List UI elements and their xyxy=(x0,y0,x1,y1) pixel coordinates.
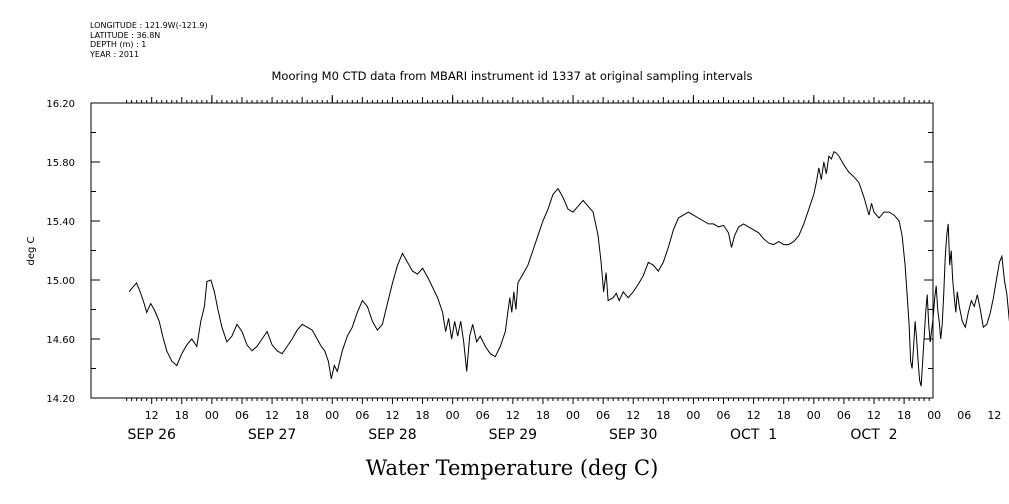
x-hour-label: 00 xyxy=(566,409,580,422)
x-hour-label: 06 xyxy=(717,409,731,422)
x-day-label: SEP 26 xyxy=(127,427,176,443)
x-hour-label: 00 xyxy=(807,409,821,422)
year-text: YEAR : 2011 xyxy=(90,49,140,59)
x-day-label: SEP 29 xyxy=(489,427,537,443)
x-hour-label: 00 xyxy=(325,409,339,422)
plot-frame xyxy=(90,102,934,399)
x-hour-label: 06 xyxy=(235,409,249,422)
x-hour-label: 12 xyxy=(747,409,761,422)
x-hour-label: 06 xyxy=(355,409,369,422)
x-day-label: SEP 27 xyxy=(248,427,296,443)
y-tick-label: 14.60 xyxy=(46,335,75,346)
x-day-label: OCT 1 xyxy=(730,427,777,443)
x-hour-label: 12 xyxy=(987,409,1001,422)
x-hour-label: 00 xyxy=(686,409,700,422)
water-temperature-line xyxy=(128,150,1009,387)
x-hour-label: 12 xyxy=(385,409,399,422)
depth-text: DEPTH (m) : 1 xyxy=(90,40,147,49)
x-day-label: SEP 30 xyxy=(609,427,657,443)
chart-title: Mooring M0 CTD data from MBARI instrumen… xyxy=(272,69,753,83)
latitude-text: LATITUDE : 36.8N xyxy=(90,30,161,40)
x-hour-label: 18 xyxy=(777,409,791,422)
x-hour-label: 06 xyxy=(596,409,610,422)
x-hour-label: 18 xyxy=(175,409,189,422)
x-day-label: OCT 2 xyxy=(850,427,897,443)
y-tick-label: 16.20 xyxy=(46,99,75,110)
x-hour-label: 18 xyxy=(656,409,670,422)
x-hour-label: 12 xyxy=(145,409,159,422)
x-hour-label: 00 xyxy=(446,409,460,422)
x-day-label: SEP 28 xyxy=(368,427,416,443)
x-hour-label: 18 xyxy=(536,409,550,422)
x-hour-label: 00 xyxy=(927,409,941,422)
y-tick-label: 15.40 xyxy=(46,217,75,228)
x-hour-label: 06 xyxy=(957,409,971,422)
x-hour-label: 12 xyxy=(506,409,520,422)
x-hour-label: 12 xyxy=(867,409,881,422)
y-axis: 14.20 14.60 15.00 15.40 15.80 16.20 xyxy=(46,99,933,405)
x-hour-label: 12 xyxy=(626,409,640,422)
x-hour-label: 18 xyxy=(295,409,309,422)
x-hour-label: 00 xyxy=(205,409,219,422)
x-hour-label: 18 xyxy=(897,409,911,422)
x-hour-label: 18 xyxy=(416,409,430,422)
y-tick-label: 15.00 xyxy=(46,276,75,287)
y-tick-label: 15.80 xyxy=(46,158,75,169)
x-axis-label: Water Temperature (deg C) xyxy=(366,456,659,480)
x-hour-label: 06 xyxy=(837,409,851,422)
x-hour-label: 06 xyxy=(476,409,490,422)
longitude-text: LONGITUDE : 121.9W(-121.9) xyxy=(90,21,208,30)
metadata-block: LONGITUDE : 121.9W(-121.9) LATITUDE : 36… xyxy=(90,21,208,59)
x-hour-label: 12 xyxy=(265,409,279,422)
y-axis-label: deg C xyxy=(26,236,37,265)
x-axis: 12 18 00 06 12 18 00 06 12 18 00 06 12 18 00 06 12 18 00 06… xyxy=(126,95,1001,443)
y-tick-label: 14.20 xyxy=(46,394,75,405)
